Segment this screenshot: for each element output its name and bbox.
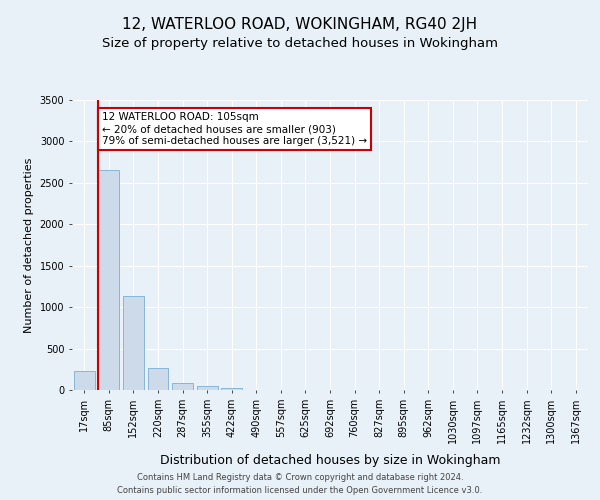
Text: Size of property relative to detached houses in Wokingham: Size of property relative to detached ho…	[102, 38, 498, 51]
X-axis label: Distribution of detached houses by size in Wokingham: Distribution of detached houses by size …	[160, 454, 500, 467]
Bar	[172, 382, 193, 390]
Text: 12 WATERLOO ROAD: 105sqm
← 20% of detached houses are smaller (903)
79% of semi-: 12 WATERLOO ROAD: 105sqm ← 20% of detach…	[102, 112, 367, 146]
Text: Contains public sector information licensed under the Open Government Licence v3: Contains public sector information licen…	[118, 486, 482, 495]
Bar	[74, 371, 95, 390]
Bar	[148, 368, 169, 390]
Text: Contains HM Land Registry data © Crown copyright and database right 2024.: Contains HM Land Registry data © Crown c…	[137, 474, 463, 482]
Bar	[98, 170, 119, 390]
Bar	[221, 388, 242, 390]
Bar	[123, 296, 144, 390]
Text: 12, WATERLOO ROAD, WOKINGHAM, RG40 2JH: 12, WATERLOO ROAD, WOKINGHAM, RG40 2JH	[122, 18, 478, 32]
Bar	[197, 386, 218, 390]
Y-axis label: Number of detached properties: Number of detached properties	[24, 158, 34, 332]
